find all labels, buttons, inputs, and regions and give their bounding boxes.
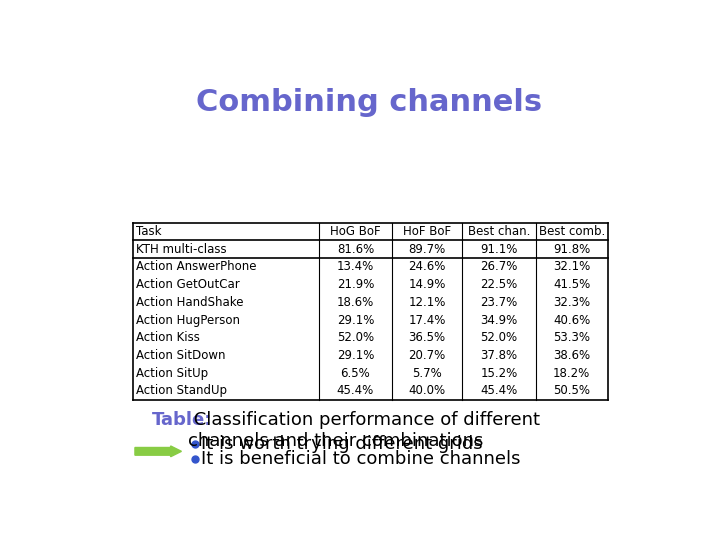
Text: Action HugPerson: Action HugPerson [137, 314, 240, 327]
Text: 40.0%: 40.0% [408, 384, 446, 397]
FancyArrow shape [135, 446, 181, 457]
Text: Table:: Table: [152, 411, 212, 429]
Text: Action HandShake: Action HandShake [137, 296, 244, 309]
Text: It is beneficial to combine channels: It is beneficial to combine channels [201, 450, 521, 468]
Text: Classification performance of different
channels and their combinations: Classification performance of different … [189, 411, 541, 450]
Text: 45.4%: 45.4% [337, 384, 374, 397]
Text: 38.6%: 38.6% [553, 349, 590, 362]
Text: 91.1%: 91.1% [480, 242, 518, 256]
Text: 52.0%: 52.0% [480, 331, 518, 345]
Text: Combining channels: Combining channels [196, 88, 542, 117]
Text: Action StandUp: Action StandUp [137, 384, 228, 397]
Text: 13.4%: 13.4% [337, 260, 374, 273]
Text: 22.5%: 22.5% [480, 278, 518, 291]
Text: Action SitUp: Action SitUp [137, 367, 209, 380]
Text: 52.0%: 52.0% [337, 331, 374, 345]
Text: Action GetOutCar: Action GetOutCar [137, 278, 240, 291]
Text: Action AnswerPhone: Action AnswerPhone [137, 260, 257, 273]
Text: Best chan.: Best chan. [467, 225, 530, 238]
Text: 29.1%: 29.1% [337, 314, 374, 327]
Text: 18.2%: 18.2% [553, 367, 590, 380]
Text: 14.9%: 14.9% [408, 278, 446, 291]
Text: 26.7%: 26.7% [480, 260, 518, 273]
Text: 21.9%: 21.9% [337, 278, 374, 291]
Text: HoG BoF: HoG BoF [330, 225, 381, 238]
Text: KTH multi-class: KTH multi-class [137, 242, 227, 256]
Text: 81.6%: 81.6% [337, 242, 374, 256]
Text: 45.4%: 45.4% [480, 384, 518, 397]
Text: Task: Task [137, 225, 162, 238]
Text: 24.6%: 24.6% [408, 260, 446, 273]
Text: 89.7%: 89.7% [408, 242, 446, 256]
Text: Action Kiss: Action Kiss [137, 331, 200, 345]
Text: 17.4%: 17.4% [408, 314, 446, 327]
Text: 91.8%: 91.8% [553, 242, 590, 256]
Text: 15.2%: 15.2% [480, 367, 518, 380]
Text: 32.3%: 32.3% [553, 296, 590, 309]
Text: 5.7%: 5.7% [413, 367, 442, 380]
Text: HoF BoF: HoF BoF [403, 225, 451, 238]
Text: 23.7%: 23.7% [480, 296, 518, 309]
Text: 41.5%: 41.5% [553, 278, 590, 291]
Text: Action SitDown: Action SitDown [137, 349, 226, 362]
Text: 18.6%: 18.6% [337, 296, 374, 309]
Text: 6.5%: 6.5% [341, 367, 370, 380]
Text: 34.9%: 34.9% [480, 314, 518, 327]
Text: 36.5%: 36.5% [408, 331, 446, 345]
Text: 29.1%: 29.1% [337, 349, 374, 362]
Text: 20.7%: 20.7% [408, 349, 446, 362]
Text: 53.3%: 53.3% [553, 331, 590, 345]
Text: 12.1%: 12.1% [408, 296, 446, 309]
Text: Best comb.: Best comb. [539, 225, 605, 238]
Text: 50.5%: 50.5% [553, 384, 590, 397]
Text: It is worth trying different grids: It is worth trying different grids [201, 435, 482, 453]
Text: 32.1%: 32.1% [553, 260, 590, 273]
Text: 37.8%: 37.8% [480, 349, 518, 362]
Text: 40.6%: 40.6% [553, 314, 590, 327]
